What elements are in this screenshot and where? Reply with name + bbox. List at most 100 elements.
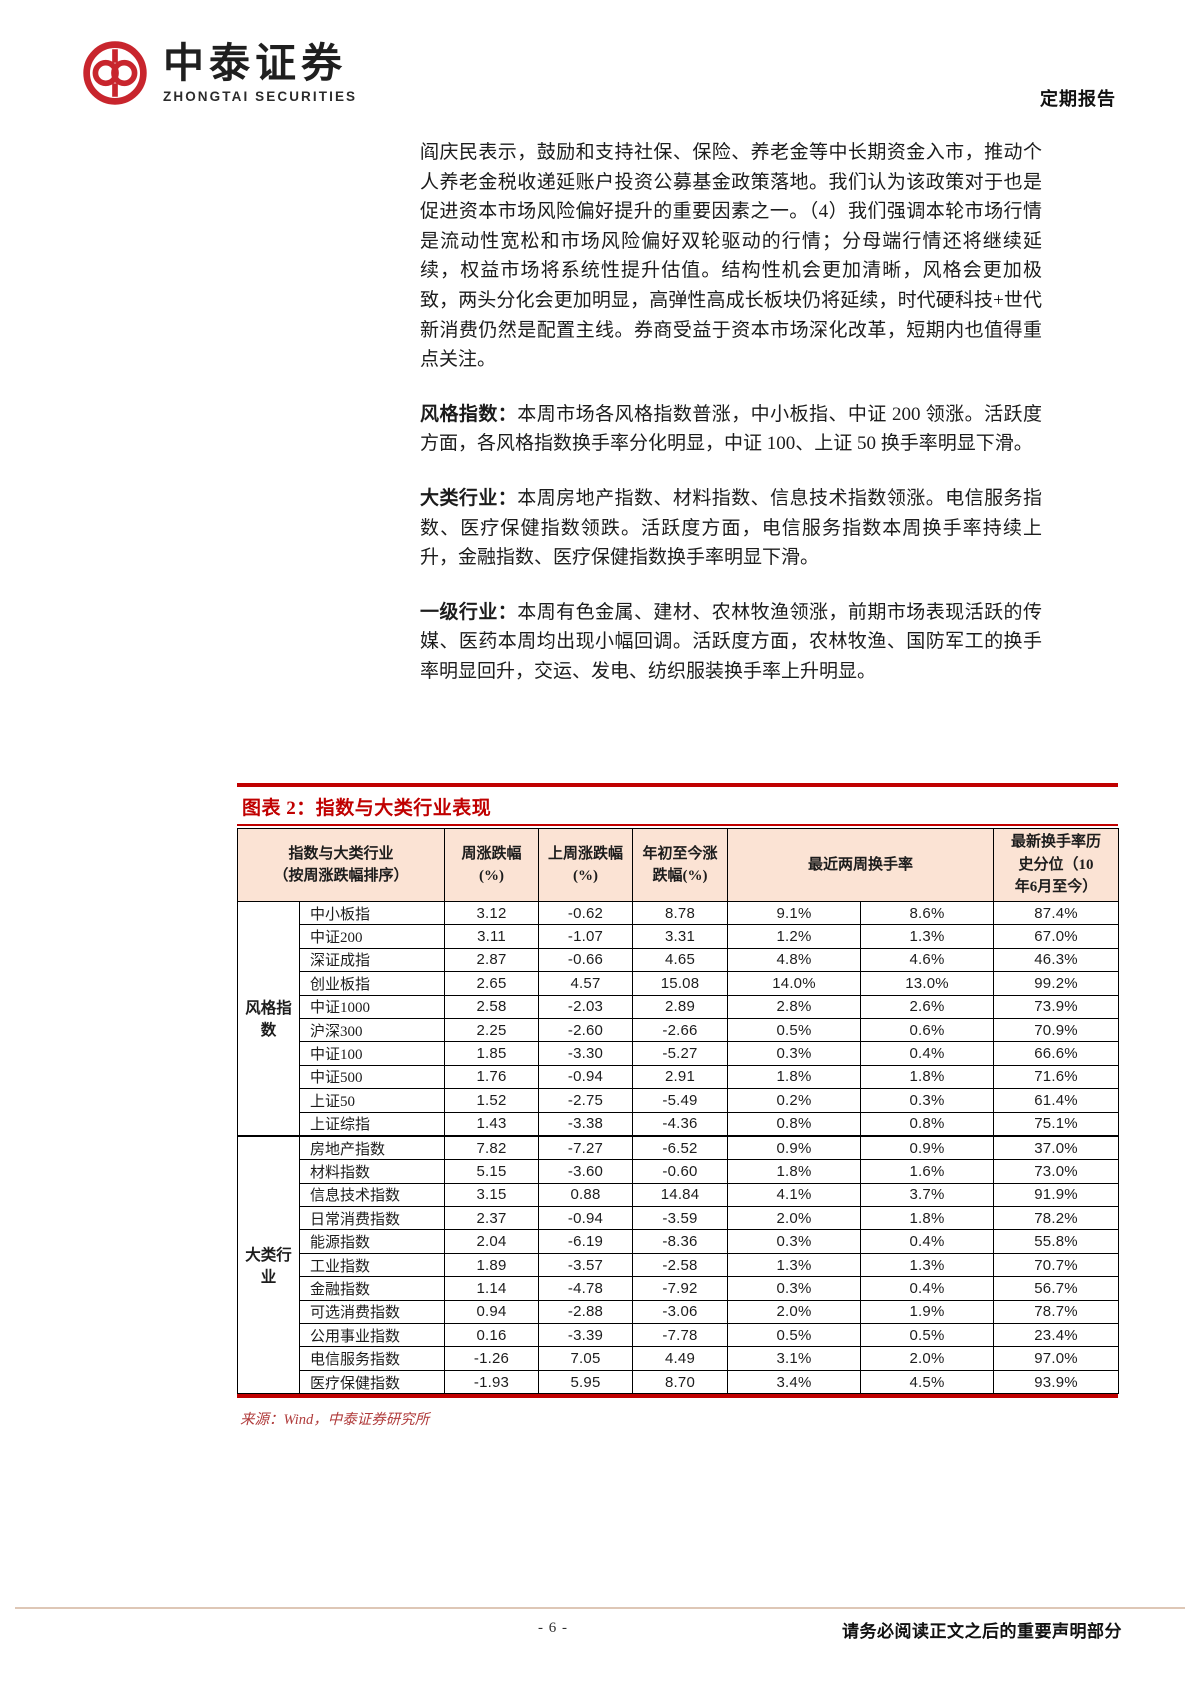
index-name-cell: 深证成指: [298, 947, 446, 973]
index-name-cell: 日常消费指数: [298, 1206, 446, 1231]
value-cell: 7.05: [538, 1346, 634, 1371]
value-cell: 7.82: [444, 1134, 540, 1161]
value-cell: 0.3%: [860, 1088, 995, 1113]
column-header-two-week-turnover: 最近两周换手率: [727, 828, 995, 902]
column-header-last-week-chg: 上周涨跌幅 (%): [538, 828, 634, 902]
figure-bottom-rule: [237, 1394, 1118, 1399]
value-cell: 61.4%: [993, 1088, 1120, 1113]
value-cell: 0.94: [444, 1299, 540, 1325]
value-cell: 0.3%: [727, 1041, 862, 1066]
footer-disclaimer: 请务必阅读正文之后的重要声明部分: [842, 1622, 1122, 1641]
value-cell: 0.4%: [860, 1229, 995, 1254]
value-cell: 3.12: [444, 900, 540, 926]
report-type-label: 定期报告: [1040, 89, 1116, 109]
value-cell: 0.8%: [860, 1111, 995, 1137]
section-label-style-index: 风格指数：: [420, 403, 518, 425]
value-cell: 1.9%: [860, 1299, 995, 1325]
index-name-cell: 房地产指数: [298, 1134, 446, 1161]
value-cell: 91.9%: [993, 1182, 1120, 1208]
value-cell: -7.27: [538, 1134, 634, 1161]
table-row: 中证100 1.85 -3.30 -5.27 0.3% 0.4% 66.6%: [238, 1041, 1120, 1066]
value-cell: -2.03: [538, 994, 634, 1019]
value-cell: 14.84: [632, 1182, 729, 1208]
value-cell: -7.92: [632, 1276, 729, 1301]
value-cell: 73.9%: [993, 994, 1120, 1019]
value-cell: 46.3%: [993, 947, 1120, 973]
value-cell: 1.8%: [727, 1064, 862, 1090]
paragraph-sector-group: 大类行业：本周房地产指数、材料指数、信息技术指数领涨。电信服务指数、医疗保健指数…: [420, 484, 1042, 573]
index-name-cell: 创业板指: [298, 971, 446, 996]
value-cell: -2.75: [538, 1088, 634, 1113]
section-text-primary-industry: 本周有色金属、建材、农林牧渔领涨，前期市场表现活跃的传媒、医药本周均出现小幅回调…: [420, 601, 1042, 682]
value-cell: 0.8%: [727, 1111, 862, 1137]
value-cell: 2.6%: [860, 994, 995, 1019]
value-cell: 8.6%: [860, 900, 995, 926]
table-header-row: 指数与大类行业 （按周涨跌幅排序） 周涨跌幅 (%) 上周涨跌幅 (%) 年初至…: [236, 828, 1120, 902]
value-cell: 3.7%: [860, 1182, 995, 1208]
value-cell: 3.4%: [727, 1369, 862, 1395]
value-cell: 1.6%: [860, 1159, 995, 1184]
value-cell: 0.6%: [860, 1017, 995, 1043]
table-row: 材料指数 5.15 -3.60 -0.60 1.8% 1.6% 73.0%: [238, 1159, 1120, 1184]
index-name-cell: 电信服务指数: [298, 1346, 446, 1371]
value-cell: 93.9%: [993, 1369, 1120, 1395]
value-cell: 8.78: [632, 900, 729, 926]
brand-text: 中泰证券 ZHONGTAI SECURITIES: [163, 42, 357, 104]
value-cell: 4.1%: [727, 1182, 862, 1208]
value-cell: 1.89: [444, 1252, 540, 1278]
index-name-cell: 沪深300: [298, 1017, 446, 1043]
index-performance-table: 指数与大类行业 （按周涨跌幅排序） 周涨跌幅 (%) 上周涨跌幅 (%) 年初至…: [236, 828, 1120, 1395]
index-name-cell: 医疗保健指数: [298, 1369, 446, 1395]
table-row: 大类行业 房地产指数 7.82 -7.27 -6.52 0.9% 0.9% 37.0%: [237, 1134, 1120, 1395]
index-name-cell: 金融指数: [298, 1276, 446, 1301]
index-name-cell: 上证综指: [298, 1111, 446, 1137]
value-cell: 14.0%: [727, 971, 862, 996]
value-cell: 1.14: [444, 1276, 540, 1301]
table-row: 工业指数 1.89 -3.57 -2.58 1.3% 1.3% 70.7%: [238, 1252, 1120, 1278]
value-cell: 0.2%: [727, 1088, 862, 1113]
value-cell: 2.58: [444, 994, 540, 1019]
value-cell: 13.0%: [860, 971, 995, 996]
value-cell: 73.0%: [993, 1159, 1120, 1184]
section-text-sector-group: 本周房地产指数、材料指数、信息技术指数领涨。电信服务指数、医疗保健指数领跌。活跃…: [420, 487, 1042, 569]
value-cell: 4.6%: [860, 947, 995, 973]
figure-2-block: 图表 2：指数与大类行业表现 指数与大类行业 （按周涨跌幅排序） 周涨跌幅 (%…: [236, 783, 1120, 1429]
index-name-cell: 材料指数: [298, 1159, 446, 1184]
value-cell: 1.3%: [860, 924, 995, 949]
value-cell: 5.15: [444, 1159, 540, 1184]
paragraph-style-index: 风格指数：本周市场各风格指数普涨，中小板指、中证 200 领涨。活跃度方面，各风…: [420, 400, 1042, 459]
value-cell: 0.9%: [860, 1134, 995, 1161]
table-row: 可选消费指数 0.94 -2.88 -3.06 2.0% 1.9% 78.7%: [238, 1299, 1120, 1325]
value-cell: 0.3%: [727, 1229, 862, 1254]
value-cell: 0.88: [538, 1182, 634, 1208]
value-cell: 67.0%: [993, 924, 1120, 949]
value-cell: -6.52: [632, 1134, 729, 1161]
value-cell: -6.19: [538, 1229, 634, 1254]
paragraph-market-view: 阎庆民表示，鼓励和支持社保、保险、养老金等中长期资金入市，推动个人养老金税收递延…: [420, 142, 1042, 371]
value-cell: 1.52: [444, 1088, 540, 1113]
value-cell: 2.0%: [727, 1206, 862, 1231]
column-header-ytd-chg: 年初至今涨 跌幅(%): [632, 828, 729, 902]
value-cell: 4.57: [538, 971, 634, 996]
value-cell: 2.8%: [727, 994, 862, 1019]
figure-table-body: 风格指数 中小板指 3.12 -0.62 8.78 9.1% 8.6% 87.4% 中证200 3…: [237, 900, 1120, 1395]
value-cell: 4.65: [632, 947, 729, 973]
value-cell: 71.6%: [993, 1064, 1120, 1090]
table-row: 日常消费指数 2.37 -0.94 -3.59 2.0% 1.8% 78.2%: [238, 1206, 1120, 1231]
value-cell: 1.8%: [860, 1206, 995, 1231]
value-cell: 2.37: [444, 1206, 540, 1231]
value-cell: -3.38: [538, 1111, 634, 1137]
section-label-sector-group: 大类行业：: [420, 487, 518, 509]
index-name-cell: 中证500: [298, 1064, 446, 1090]
value-cell: -1.26: [444, 1346, 540, 1371]
value-cell: -2.60: [538, 1017, 634, 1043]
value-cell: 0.9%: [727, 1134, 862, 1161]
table-row: 信息技术指数 3.15 0.88 14.84 4.1% 3.7% 91.9%: [238, 1182, 1120, 1208]
value-cell: 0.16: [444, 1323, 540, 1348]
value-cell: 66.6%: [993, 1041, 1120, 1066]
figure-source: 来源：Wind，中泰证券研究所: [240, 1412, 430, 1429]
value-cell: -8.36: [632, 1229, 729, 1254]
value-cell: 75.1%: [993, 1111, 1120, 1137]
value-cell: 55.8%: [993, 1229, 1120, 1254]
value-cell: 37.0%: [993, 1134, 1120, 1161]
